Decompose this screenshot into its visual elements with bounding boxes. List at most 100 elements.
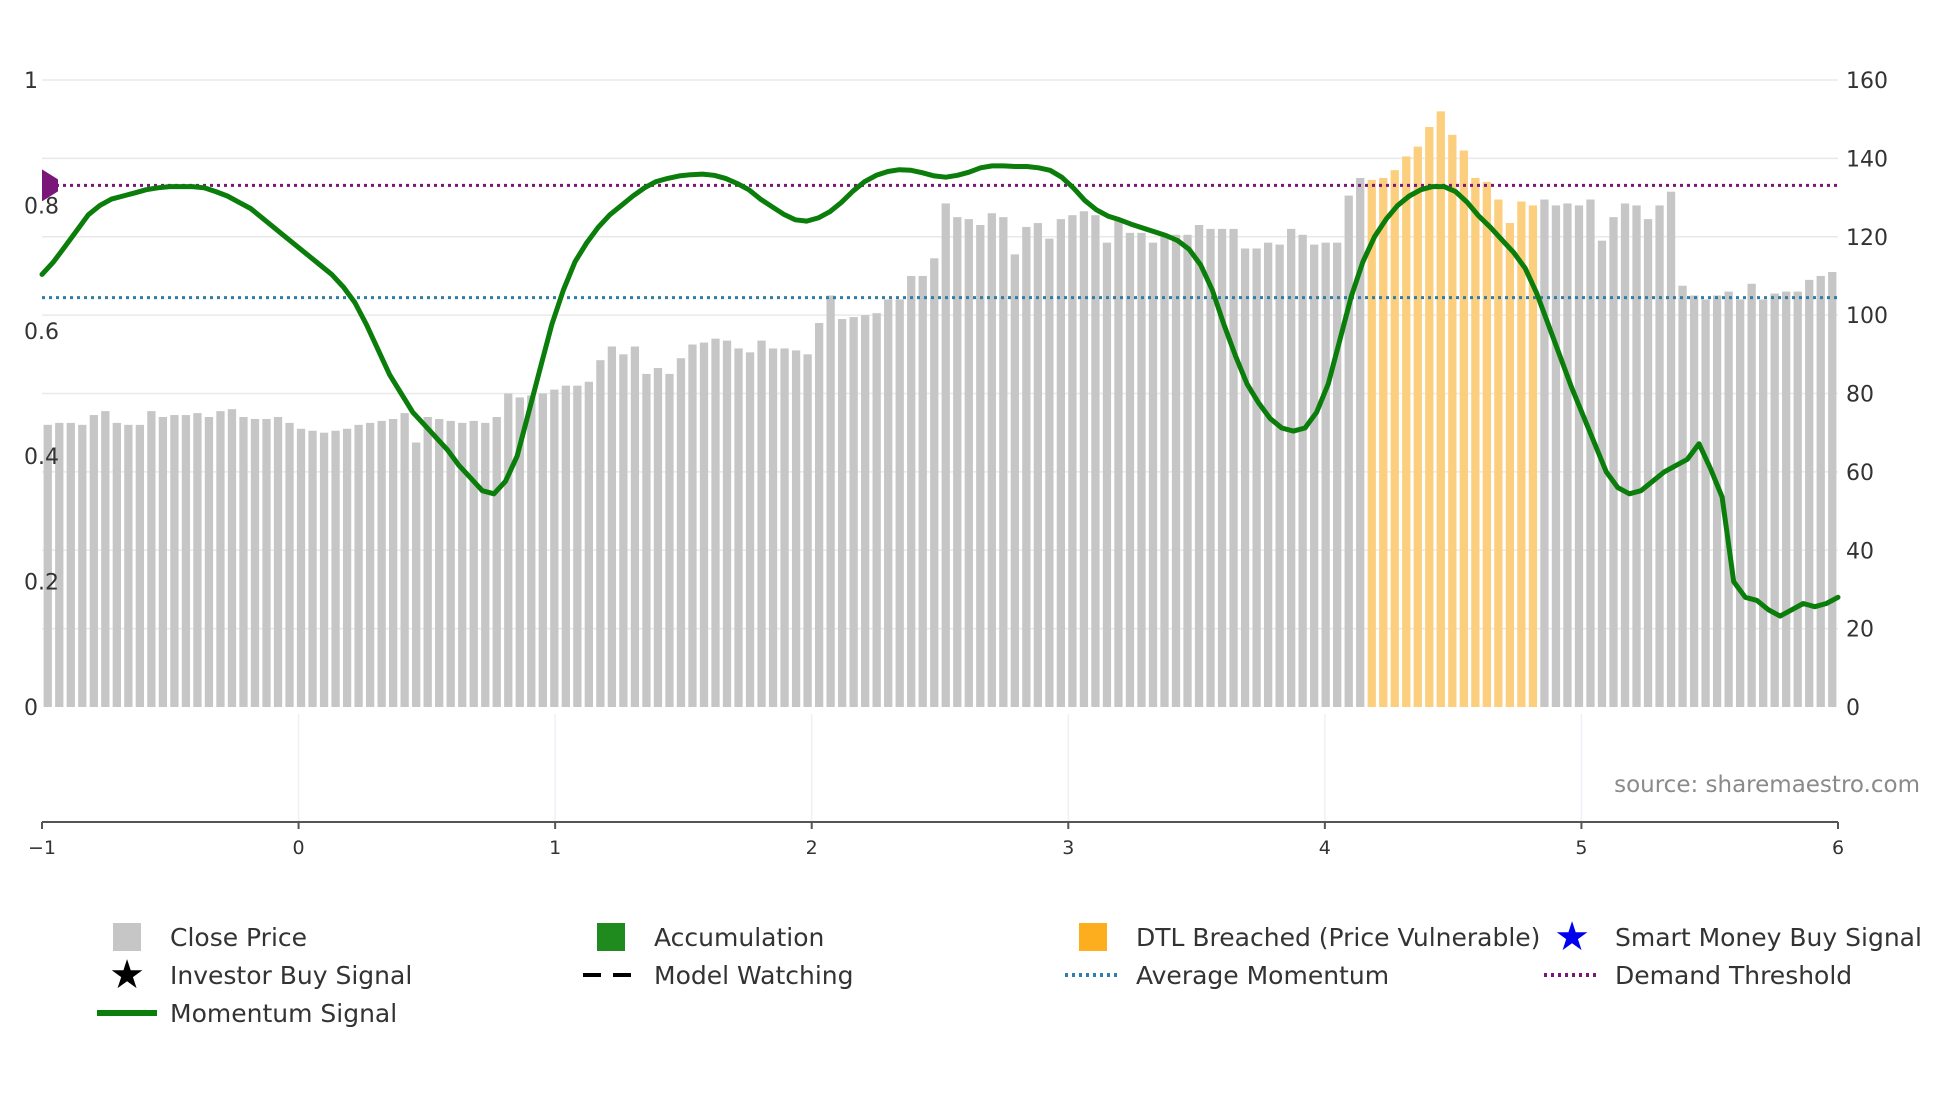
close-price-bar: [1540, 199, 1549, 707]
close-price-bar: [1689, 295, 1699, 707]
close-price-bar: [1770, 293, 1779, 707]
close-price-bar: [388, 418, 398, 707]
close-price-bar: [55, 422, 64, 707]
close-price-bar: [780, 348, 789, 707]
dtl-bar: [1517, 201, 1526, 707]
close-price-bar: [907, 275, 916, 707]
gridlines: [42, 79, 1838, 630]
close-price-bar: [872, 313, 881, 707]
close-price-bar: [930, 258, 939, 707]
close-price-bar: [250, 418, 260, 707]
close-price-bar: [504, 393, 513, 707]
close-price-bar: [319, 432, 329, 707]
close-price-bar: [1551, 205, 1561, 707]
close-price-bar: [1275, 244, 1284, 707]
close-price-bar: [1229, 228, 1238, 707]
close-price-bar: [642, 373, 651, 707]
y-right-tick-label: 20: [1846, 618, 1874, 643]
close-price-bar: [365, 422, 375, 707]
close-price-bar: [953, 217, 962, 707]
dtl-bar: [1459, 150, 1468, 708]
y-left-tick-label: 0: [24, 696, 38, 721]
close-price-bar: [803, 354, 812, 707]
close-price-bar: [1655, 205, 1664, 707]
close-price-bar: [285, 422, 294, 707]
close-price-bar: [1022, 226, 1031, 707]
close-price-bar: [1321, 242, 1330, 708]
close-price-bar: [837, 319, 847, 707]
close-price-bar: [1033, 223, 1043, 708]
close-price-bar: [653, 368, 663, 707]
close-price-bar: [354, 424, 363, 707]
close-price-bar: [1805, 279, 1814, 707]
close-price-bar: [239, 417, 248, 707]
close-price-bar: [1183, 234, 1192, 707]
close-price-bar: [745, 352, 755, 707]
close-price-bar: [1735, 299, 1745, 707]
close-price-bar: [676, 358, 686, 707]
y-right-tick-label: 120: [1846, 226, 1888, 251]
close-price-bar: [1263, 242, 1273, 708]
close-price-bar: [1782, 291, 1791, 707]
close-price-bar: [1333, 242, 1342, 708]
close-price-bar: [89, 415, 98, 707]
dtl-bar: [1494, 199, 1503, 707]
close-price-bar: [1206, 228, 1215, 707]
dtl-bar: [1482, 181, 1492, 707]
close-price-bar: [619, 354, 628, 707]
close-price-bar: [158, 417, 168, 707]
close-price-bar: [273, 417, 283, 707]
close-price-bar: [1240, 248, 1250, 707]
dtl-bar: [1379, 177, 1388, 707]
x-tick-label: 5: [1575, 837, 1587, 859]
close-price-bar: [296, 428, 306, 707]
x-tick-label: 6: [1832, 837, 1844, 859]
dtl-bar: [1367, 179, 1376, 708]
close-price-bar: [861, 315, 870, 707]
close-price-bar: [1102, 242, 1112, 708]
close-price-bar: [596, 360, 605, 707]
dtl-bar: [1402, 156, 1411, 707]
close-price-bar: [181, 415, 191, 707]
close-price-bar: [262, 418, 271, 707]
close-price-bar: [1747, 283, 1756, 707]
close-price-bar: [515, 397, 524, 707]
close-price-bar: [1597, 240, 1607, 707]
x-tick-label: −1: [28, 837, 56, 859]
close-price-bar: [630, 346, 640, 707]
close-price-bar: [1010, 254, 1019, 707]
close-price-bar: [918, 275, 927, 707]
close-price-bar: [227, 409, 237, 707]
close-price-bar: [1701, 299, 1710, 707]
close-price-bar: [550, 389, 559, 707]
close-price-bar: [1056, 219, 1066, 707]
close-price-bar: [791, 350, 801, 707]
close-price-bar: [1079, 211, 1089, 707]
close-price-bar: [1045, 238, 1054, 707]
close-price-bar: [1793, 291, 1802, 707]
y-left-tick-label: 0.2: [24, 571, 59, 596]
close-price-bar: [584, 381, 594, 707]
close-price-bars: [43, 111, 1837, 708]
close-price-bar: [768, 348, 778, 707]
close-price-bar: [458, 422, 467, 707]
axes: [42, 714, 1838, 823]
close-price-bar: [1643, 219, 1653, 707]
close-price-bar: [1298, 234, 1307, 707]
close-price-bar: [412, 442, 421, 707]
close-price-bar: [1310, 244, 1319, 707]
close-price-bar: [757, 340, 766, 707]
y-right-tick-label: 40: [1846, 539, 1874, 564]
close-price-bar: [216, 411, 225, 707]
close-price-bar: [78, 424, 87, 707]
close-price-bar: [1828, 272, 1837, 707]
close-price-bar: [43, 424, 52, 707]
y-right-tick-label: 60: [1846, 461, 1874, 486]
close-price-bar: [1759, 299, 1768, 707]
close-price-bar: [1632, 205, 1641, 707]
close-price-bar: [492, 417, 501, 707]
reference-lines: [42, 169, 1838, 300]
close-price-bar: [665, 373, 674, 707]
close-price-bar: [1171, 234, 1181, 707]
